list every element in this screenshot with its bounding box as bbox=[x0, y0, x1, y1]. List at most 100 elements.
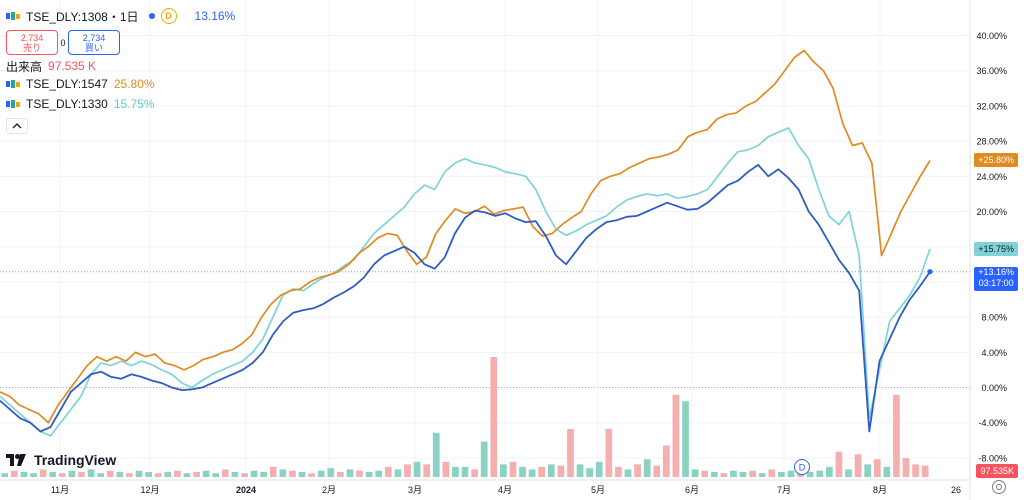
volume-bar bbox=[39, 469, 47, 477]
volume-bar bbox=[11, 470, 18, 477]
volume-bar bbox=[384, 466, 392, 477]
volume-bar bbox=[97, 473, 105, 477]
volume-bar bbox=[787, 470, 795, 477]
series-1308-tag-text: +13.16% bbox=[978, 266, 1014, 277]
sell-button[interactable]: 2,734 売り bbox=[6, 30, 58, 55]
x-tick-label: 4月 bbox=[498, 485, 512, 495]
volume-bar bbox=[643, 459, 651, 477]
sell-label: 売り bbox=[22, 42, 41, 53]
series-1547-tag-text: +25.80% bbox=[978, 155, 1014, 166]
volume-bar bbox=[78, 471, 85, 477]
volume-bar bbox=[145, 471, 152, 477]
volume-bar bbox=[854, 454, 862, 477]
volume-bar bbox=[423, 464, 431, 477]
volume-bar bbox=[624, 469, 632, 477]
change-percent: 13.16% bbox=[194, 9, 236, 23]
volume-bar bbox=[404, 464, 411, 477]
volume-bar bbox=[471, 469, 478, 477]
buy-label: 買い bbox=[84, 42, 103, 53]
volume-value: 97.535 K bbox=[48, 59, 97, 73]
volume-bar bbox=[202, 470, 210, 477]
x-tick-label: 8月 bbox=[873, 485, 887, 495]
volume-bar bbox=[432, 432, 440, 477]
volume-bar bbox=[58, 473, 66, 477]
y-tick-label: -8.00% bbox=[978, 453, 1007, 463]
x-tick-label: 11月 bbox=[51, 485, 69, 495]
volume-bar bbox=[231, 471, 239, 477]
volume-bar bbox=[730, 470, 737, 477]
dividend-marker: D bbox=[794, 459, 810, 475]
volume-bar bbox=[682, 401, 689, 477]
y-tick-label: 8.00% bbox=[981, 313, 1007, 323]
volume-legend[interactable]: 出来高 97.535 K bbox=[6, 58, 235, 74]
volume-bar bbox=[154, 473, 162, 477]
volume-bar bbox=[365, 471, 373, 477]
x-tick-label: 7月 bbox=[777, 485, 791, 495]
volume-bar bbox=[691, 469, 699, 477]
volume-bar bbox=[289, 470, 296, 477]
volume-bar bbox=[499, 464, 507, 477]
volume-bar bbox=[921, 465, 929, 477]
volume-bar bbox=[317, 470, 325, 477]
volume-bar bbox=[893, 394, 900, 477]
series-lines: D bbox=[0, 49, 933, 475]
time-axis[interactable]: 11月 12月 2024 2月 3月 4月 5月 6月 7月 8月 26 bbox=[0, 479, 970, 495]
volume-bar bbox=[250, 470, 258, 477]
volume-bar bbox=[375, 470, 383, 477]
volume-bar bbox=[260, 471, 268, 477]
symbol-title[interactable]: TSE_DLY:1308・1日 bbox=[26, 9, 139, 24]
volume-bar bbox=[490, 357, 498, 477]
y-tick-label: -4.00% bbox=[978, 418, 1007, 428]
volume-bar bbox=[605, 429, 613, 477]
volume-bar bbox=[346, 469, 354, 477]
collapse-legend-button[interactable] bbox=[6, 118, 28, 134]
tradingview-logo-icon bbox=[6, 454, 26, 466]
y-tick-label: 20.00% bbox=[976, 207, 1007, 217]
volume-bar bbox=[241, 473, 248, 477]
volume-bar bbox=[279, 469, 287, 477]
volume-tag-text: 97.535K bbox=[980, 466, 1014, 476]
brand-name: TradingView bbox=[34, 452, 117, 468]
volume-bar bbox=[758, 473, 766, 477]
compare-legend-1330[interactable]: TSE_DLY:1330 15.75% bbox=[6, 94, 235, 114]
volume-bar bbox=[864, 464, 872, 477]
gear-icon[interactable] bbox=[992, 480, 1006, 494]
volume-bar bbox=[835, 451, 843, 477]
tradingview-logo[interactable]: TradingView bbox=[6, 452, 116, 468]
x-tick-label: 5月 bbox=[591, 485, 605, 495]
volume-bar bbox=[183, 473, 191, 477]
volume-bar bbox=[662, 445, 670, 477]
volume-bar bbox=[586, 468, 593, 477]
volume-bar bbox=[174, 470, 181, 477]
spread-value: 0 bbox=[60, 37, 66, 48]
buy-button[interactable]: 2,734 買い bbox=[68, 30, 120, 55]
volume-bar bbox=[442, 461, 450, 477]
volume-bar bbox=[557, 465, 565, 477]
volume-bar bbox=[634, 464, 641, 477]
series-line-1308 bbox=[0, 163, 931, 433]
y-tick-label: 36.00% bbox=[976, 66, 1007, 76]
bar-countdown: 03:17:00 bbox=[978, 277, 1014, 288]
volume-bar bbox=[567, 429, 574, 477]
series-1330-tag-text: +15.75% bbox=[978, 243, 1014, 254]
volume-bar bbox=[480, 441, 488, 477]
x-tick-label: 2024 bbox=[236, 485, 256, 495]
volume-bar bbox=[106, 470, 114, 477]
delayed-badge[interactable]: D bbox=[160, 8, 177, 24]
compare-legend-1547[interactable]: TSE_DLY:1547 25.80% bbox=[6, 74, 235, 94]
volume-bar bbox=[902, 458, 910, 477]
volume-bar bbox=[816, 470, 824, 477]
compare-1-value: 25.80% bbox=[113, 77, 155, 91]
volume-bar bbox=[845, 469, 852, 477]
volume-bar bbox=[653, 465, 661, 477]
volume-bar bbox=[337, 471, 344, 477]
buy-price: 2,734 bbox=[82, 32, 106, 43]
volume-bar bbox=[615, 466, 622, 477]
trade-buttons: 2,734 売り 0 2,734 買い bbox=[6, 30, 235, 55]
volume-bar bbox=[701, 470, 709, 477]
compare-2-symbol: TSE_DLY:1330 bbox=[26, 97, 108, 111]
volume-bar bbox=[749, 470, 756, 477]
volume-price-tag: 97.535K bbox=[976, 464, 1018, 478]
volume-bar bbox=[20, 471, 28, 477]
